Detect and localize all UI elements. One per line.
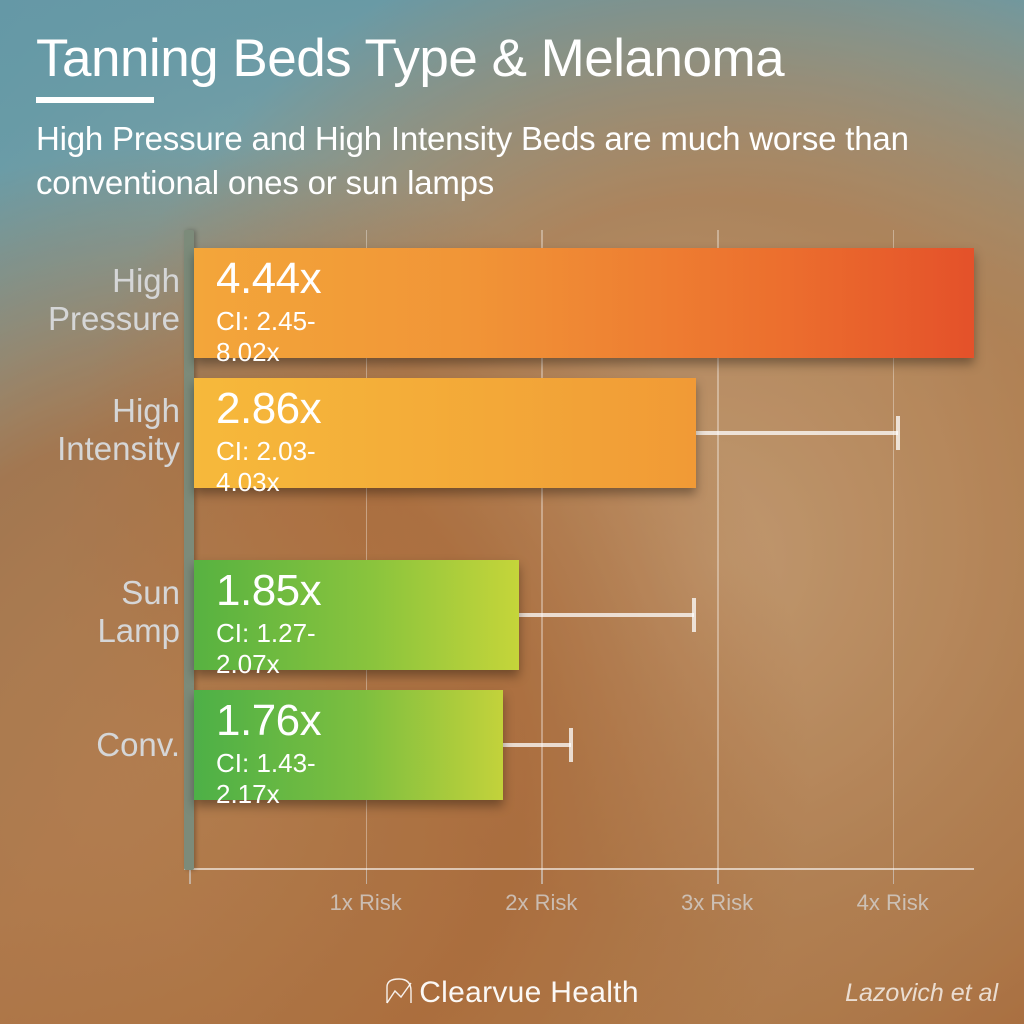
title-underline	[36, 97, 154, 103]
bar-value-text: 4.44xCI: 2.45-8.02x	[216, 256, 321, 368]
bar-value: 1.85x	[216, 568, 321, 614]
bar-confidence-interval: CI: 2.45-8.02x	[216, 306, 321, 368]
brand-logo-icon	[385, 977, 413, 1005]
bar-value: 2.86x	[216, 386, 321, 432]
x-axis-line	[184, 868, 974, 870]
infographic-canvas: Tanning Beds Type & Melanoma High Pressu…	[0, 0, 1024, 1024]
brand-name: Clearvue Health	[419, 976, 639, 1009]
bar-confidence-interval: CI: 1.27-2.07x	[216, 618, 321, 680]
bar-value-text: 2.86xCI: 2.03-4.03x	[216, 386, 321, 498]
y-axis-line	[184, 230, 194, 870]
error-bar-cap	[692, 598, 696, 632]
content-layer: Tanning Beds Type & Melanoma High Pressu…	[0, 0, 1024, 1024]
error-bar-cap	[569, 728, 573, 762]
chart-subtitle: High Pressure and High Intensity Beds ar…	[36, 117, 988, 204]
citation-text: Lazovich et al	[845, 979, 998, 1008]
bar-value-text: 1.85xCI: 1.27-2.07x	[216, 568, 321, 680]
error-bar-cap	[896, 416, 900, 450]
bar-value: 1.76x	[216, 698, 321, 744]
bar-value: 4.44x	[216, 256, 321, 302]
bar-confidence-interval: CI: 1.43-2.17x	[216, 748, 321, 810]
bar-value-text: 1.76xCI: 1.43-2.17x	[216, 698, 321, 810]
bar-confidence-interval: CI: 2.03-4.03x	[216, 436, 321, 498]
chart-title: Tanning Beds Type & Melanoma	[36, 28, 988, 89]
